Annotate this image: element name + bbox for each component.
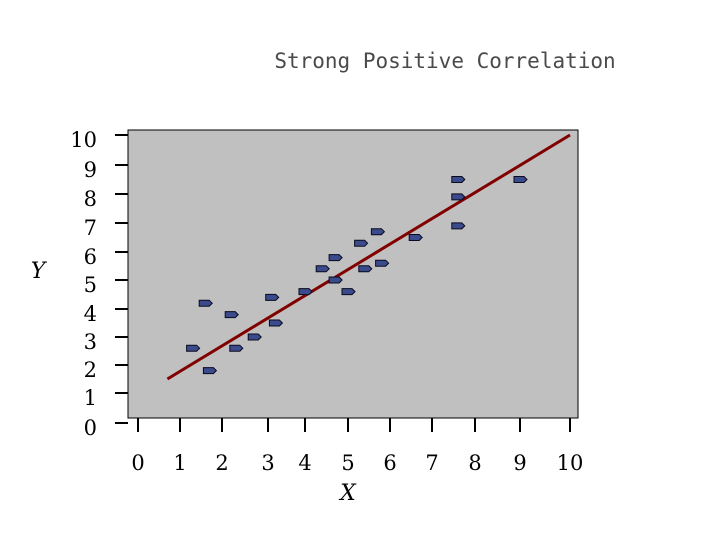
data-point (451, 176, 466, 183)
chart-title: Strong Positive Correlation (274, 49, 615, 73)
trendline (166, 133, 571, 381)
x-tick-label: 1 (173, 451, 186, 475)
y-tick-label: 10 (70, 128, 97, 152)
data-point (229, 344, 244, 352)
y-axis-label: Y (31, 259, 48, 284)
data-point (186, 344, 201, 352)
data-point (370, 228, 386, 236)
y-tick-label: 5 (84, 273, 97, 297)
data-point (513, 176, 528, 183)
y-tick-label: 8 (84, 187, 97, 211)
data-point (328, 254, 343, 262)
data-point (224, 311, 239, 319)
data-point (354, 239, 369, 247)
data-point (247, 333, 262, 341)
x-tick-label: 9 (513, 451, 526, 475)
data-point (451, 193, 466, 201)
data-point (341, 288, 356, 296)
y-tick-label: 7 (84, 216, 97, 240)
data-point (298, 288, 313, 296)
y-tick-label: 6 (84, 245, 97, 269)
y-tick-label: 9 (84, 158, 97, 182)
x-tick-label: 5 (341, 451, 354, 475)
data-point (265, 293, 280, 301)
y-tick-label: 1 (84, 386, 97, 410)
data-point (408, 234, 423, 241)
y-tick-label: 2 (84, 358, 97, 382)
data-point (202, 367, 218, 375)
data-point (198, 299, 213, 307)
y-tick-label: 3 (84, 330, 97, 354)
data-point (328, 276, 343, 284)
x-tick-label: 3 (261, 451, 274, 475)
trendline-layer (166, 133, 571, 381)
x-tick-label: 7 (425, 451, 438, 475)
data-point (358, 265, 373, 273)
x-tick-label: 8 (468, 451, 481, 475)
x-tick-label: 0 (131, 451, 144, 475)
y-tick-label: 4 (84, 302, 97, 326)
data-point (315, 265, 330, 273)
y-tick-label: 0 (84, 416, 97, 440)
plot-area (127, 129, 579, 419)
points-layer (186, 176, 528, 375)
x-tick-label: 6 (383, 451, 396, 475)
x-tick-label: 2 (215, 451, 228, 475)
data-point (451, 222, 466, 230)
data-point (375, 259, 390, 267)
x-tick-label: 4 (298, 451, 311, 475)
x-axis-label: X (338, 481, 357, 506)
x-tick-label: 10 (557, 451, 584, 475)
data-point (268, 319, 284, 327)
